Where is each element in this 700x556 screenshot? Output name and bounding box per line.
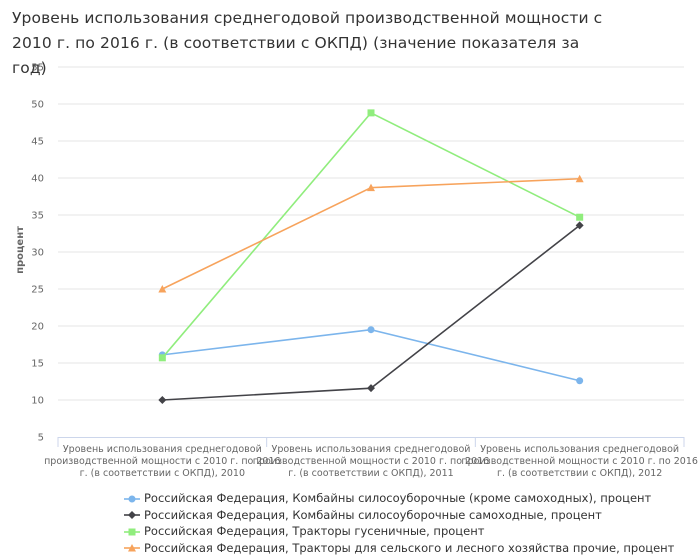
y-tick-label: 35 xyxy=(31,211,44,222)
data-point[interactable] xyxy=(576,213,584,221)
data-point[interactable] xyxy=(158,396,167,404)
data-point[interactable] xyxy=(575,221,584,230)
x-axis: Уровень использования среднегодовой произ… xyxy=(44,437,698,479)
legend-symbol xyxy=(124,544,140,552)
data-point[interactable] xyxy=(158,354,166,362)
y-axis-ticks: 5 10 15 20 25 30 35 40 45 50 55 xyxy=(31,63,44,444)
series-4 xyxy=(158,174,584,293)
legend-label: Российская Федерация, Тракторы гусеничны… xyxy=(144,524,485,538)
y-tick-label: 55 xyxy=(31,63,44,74)
legend-marker[interactable] xyxy=(128,528,136,535)
legend-marker[interactable] xyxy=(128,544,136,552)
legend-symbol xyxy=(124,511,140,519)
series-line xyxy=(161,177,580,290)
legend-item[interactable]: Российская Федерация, Комбайны силосоубо… xyxy=(124,507,674,523)
data-point[interactable] xyxy=(367,109,375,117)
y-tick-label: 40 xyxy=(31,174,44,185)
x-tick-label: Уровень использования среднегодовой произ… xyxy=(44,444,280,479)
x-tick-label: Уровень использования среднегодовой произ… xyxy=(461,444,697,479)
data-point[interactable] xyxy=(367,326,375,334)
y-tick-label: 30 xyxy=(31,248,44,259)
data-point[interactable] xyxy=(576,377,584,385)
y-tick-label: 25 xyxy=(31,285,44,296)
data-point[interactable] xyxy=(575,174,584,183)
series-line xyxy=(161,111,581,359)
legend-label: Российская Федерация, Тракторы для сельс… xyxy=(144,540,675,555)
data-point[interactable] xyxy=(158,285,167,293)
legend-label: Российская Федерация, Комбайны силосоубо… xyxy=(144,507,602,522)
series-1 xyxy=(158,326,584,385)
legend-marker[interactable] xyxy=(128,495,136,502)
legend-item[interactable]: Российская Федерация, Тракторы для сельс… xyxy=(124,540,674,556)
data-point[interactable] xyxy=(367,384,375,393)
y-tick-label: 20 xyxy=(31,322,44,333)
y-axis-label: процент xyxy=(15,226,26,274)
series-3 xyxy=(158,109,584,362)
legend-marker[interactable] xyxy=(128,511,136,519)
y-tick-label: 10 xyxy=(31,396,44,407)
chart-title: Уровень использования среднегодовой прои… xyxy=(12,9,603,77)
y-tick-label: 50 xyxy=(31,100,44,111)
legend: Российская Федерация, Комбайны силосоубо… xyxy=(124,490,674,556)
legend-symbol xyxy=(124,495,140,502)
y-tick-label: 15 xyxy=(31,359,44,370)
series-2 xyxy=(158,221,584,404)
legend-symbol xyxy=(124,528,140,535)
series-line xyxy=(162,328,580,382)
series-group xyxy=(158,109,584,404)
legend-item[interactable]: Российская Федерация, Комбайны силосоубо… xyxy=(124,490,674,506)
y-tick-label: 5 xyxy=(38,433,44,444)
legend-label: Российская Федерация, Комбайны силосоубо… xyxy=(144,491,652,505)
grid-lines xyxy=(58,66,684,401)
line-chart: 5 10 15 20 25 30 35 40 45 50 55 Уровень использова… xyxy=(15,63,698,480)
data-point[interactable] xyxy=(367,183,375,192)
y-tick-label: 45 xyxy=(31,137,44,148)
legend-item[interactable]: Российская Федерация, Тракторы гусеничны… xyxy=(124,523,674,539)
x-tick-label: Уровень использования среднегодовой произ… xyxy=(253,444,489,479)
